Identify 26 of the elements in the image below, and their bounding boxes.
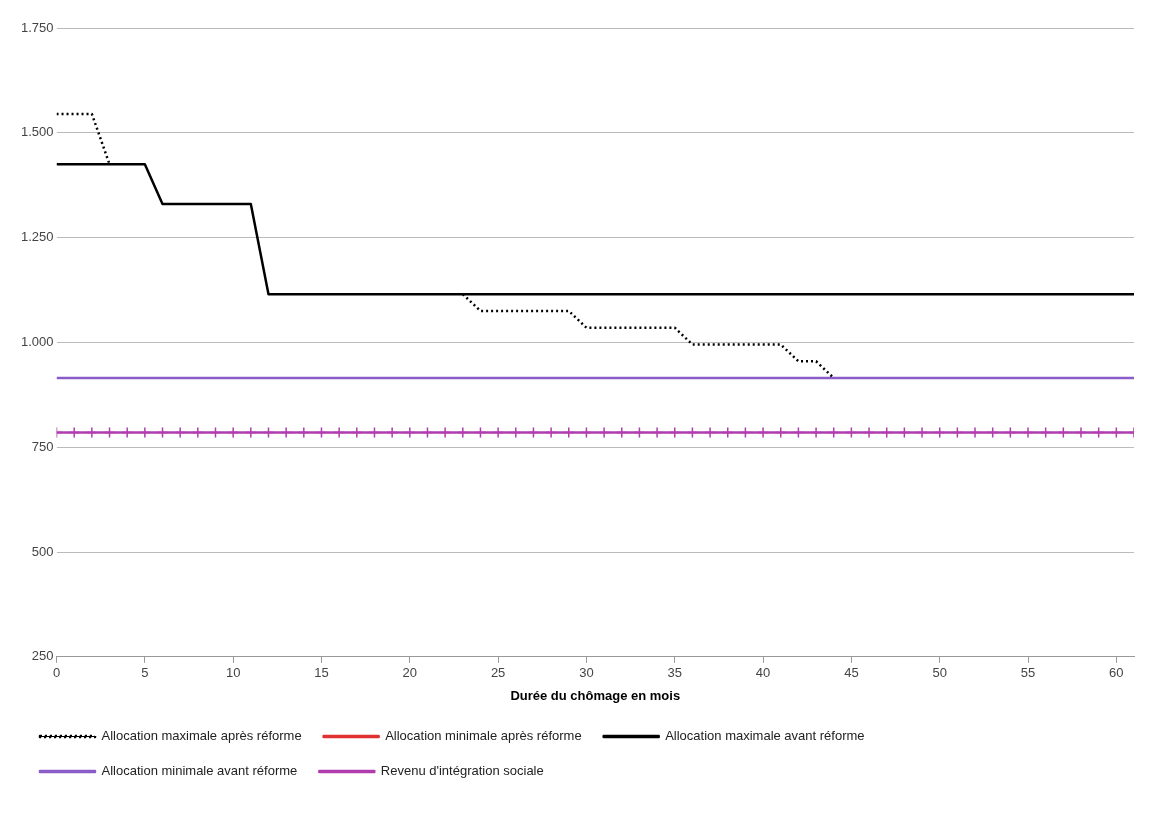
x-tick-label: 0 (52, 665, 61, 681)
y-tick-label: 1.750 (20, 19, 54, 35)
x-tick-label: 5 (141, 665, 149, 681)
legend-label: Allocation maximale avant réforme (665, 728, 865, 744)
legend-label: Allocation minimale après réforme (385, 728, 582, 744)
x-tick-label: 20 (402, 665, 418, 681)
x-tick-label: 55 (1020, 665, 1036, 681)
y-tick-label: 1.250 (20, 229, 54, 245)
x-tick-label: 10 (225, 665, 241, 681)
x-tick-label: 50 (932, 665, 947, 681)
x-tick-label: 15 (314, 665, 329, 681)
y-tick-label: 1.500 (20, 124, 54, 140)
x-axis-title: Durée du chômage en mois (510, 687, 681, 703)
x-tick-label: 60 (1109, 665, 1124, 681)
legend-label: Allocation minimale avant réforme (101, 763, 298, 779)
y-tick-label: 1.000 (20, 333, 54, 349)
legend-label: Revenu d'intégration sociale (380, 763, 544, 779)
x-tick-label: 35 (667, 665, 682, 681)
x-tick-label: 45 (844, 665, 859, 681)
y-tick-label: 250 (31, 648, 54, 664)
x-tick-label: 25 (490, 665, 506, 681)
y-tick-label: 500 (31, 543, 54, 559)
x-tick-label: 40 (755, 665, 771, 681)
x-tick-label: 30 (579, 665, 594, 681)
legend-label: Allocation maximale après réforme (101, 728, 302, 744)
y-tick-label: 750 (31, 438, 54, 454)
